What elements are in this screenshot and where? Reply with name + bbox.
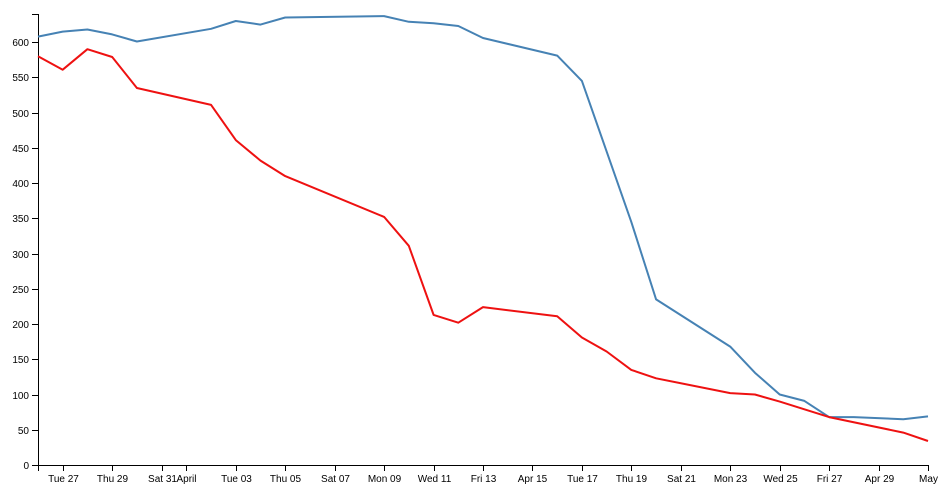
series-line-1 <box>37 15 929 421</box>
y-tick-label: 100 <box>12 391 29 402</box>
x-tick-label: Fri 27 <box>817 474 843 485</box>
series-line-2 <box>37 48 929 442</box>
y-tick-label: 600 <box>12 38 29 49</box>
x-tick-label: Fri 13 <box>471 474 497 485</box>
x-tick-label: Mon 09 <box>368 474 402 485</box>
y-tick-label: 250 <box>12 285 29 296</box>
x-tick-label: Apr 15 <box>518 474 548 485</box>
x-tick-label: Sat 21 <box>667 474 696 485</box>
x-tick-label: Apr 29 <box>865 474 895 485</box>
x-tick-label: Tue 17 <box>567 474 598 485</box>
y-tick-label: 350 <box>12 214 29 225</box>
x-tick-label: Tue 03 <box>221 474 252 485</box>
y-tick-label: 500 <box>12 109 29 120</box>
y-tick-label: 150 <box>12 355 29 366</box>
x-tick-label: Thu 05 <box>270 474 302 485</box>
x-tick-label: April <box>176 474 196 485</box>
x-tick-label: Sat 07 <box>321 474 350 485</box>
x-axis: Tue 27 Thu 29 Sat 31 April Tue 03 Thu 05 Sat 0… <box>38 465 938 485</box>
y-axis: 0 50 100 150 200 250 300 350 400 450 500 550 600 <box>12 14 39 472</box>
x-tick-label: Sat 31 <box>148 474 177 485</box>
x-tick-label: Wed 25 <box>763 474 798 485</box>
y-tick-label: 550 <box>12 73 29 84</box>
y-tick-label: 300 <box>12 250 29 261</box>
x-tick-label: Tue 27 <box>48 474 79 485</box>
x-tick-label: Thu 19 <box>616 474 648 485</box>
x-tick-label: May <box>919 474 938 485</box>
series-layer <box>37 15 929 442</box>
x-tick-label: Thu 29 <box>97 474 129 485</box>
y-tick-label: 200 <box>12 320 29 331</box>
x-tick-label: Mon 23 <box>714 474 748 485</box>
x-tick-label: Wed 11 <box>418 474 452 485</box>
y-axis-line <box>32 14 39 466</box>
y-tick-label: 0 <box>23 461 29 472</box>
y-tick-label: 50 <box>18 426 30 437</box>
y-tick-label: 450 <box>12 144 29 155</box>
y-tick-label: 400 <box>12 179 29 190</box>
